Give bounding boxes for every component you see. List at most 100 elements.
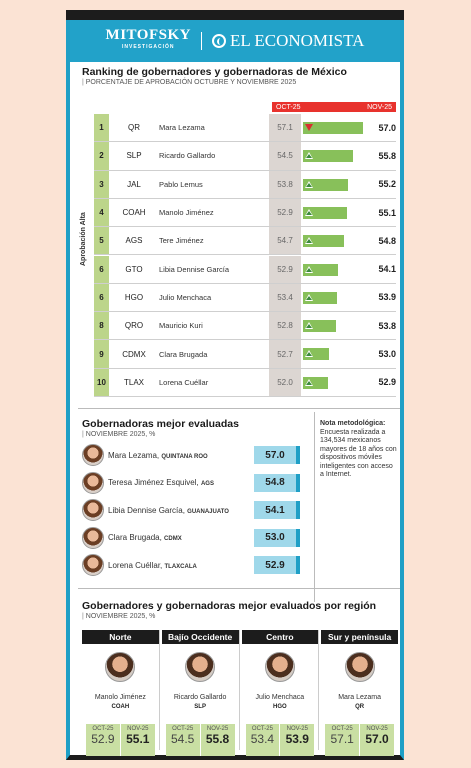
- nov-value: 53.9: [378, 292, 396, 303]
- best-name: Libia Dennise García, GUANAJUATO: [108, 505, 229, 515]
- best-title: Gobernadoras mejor evaluadas: [82, 418, 239, 430]
- table-row: 10 TLAX Lorena Cuéllar 52.0 52.9: [94, 368, 396, 397]
- ranking-subtitle: PORCENTAJE DE APROBACIÓN OCTUBRE Y NOVIE…: [82, 79, 398, 86]
- region-values: OCT-25 53.4 NOV-25 53.9: [245, 724, 315, 756]
- region-values: OCT-25 57.1 NOV-25 57.0: [325, 724, 394, 756]
- region-governor-name: Mara Lezama: [338, 694, 382, 701]
- nov-value: 55.1: [378, 207, 396, 218]
- region-values: OCT-25 54.5 NOV-25 55.8: [165, 724, 235, 756]
- best-name: Clara Brugada, CDMX: [108, 533, 182, 542]
- list-item: Clara Brugada, CDMX 53.0: [82, 526, 300, 549]
- state-cell: JAL: [127, 179, 141, 189]
- bar-cell: 54.1: [301, 256, 396, 283]
- section-divider: [78, 408, 400, 409]
- bar-cell: 53.8: [301, 312, 396, 339]
- oct-value: 52.9: [269, 255, 301, 283]
- note-title: Nota metodológica:: [320, 420, 386, 427]
- top-black-bar: [66, 10, 404, 20]
- best-value: 52.9: [254, 556, 300, 574]
- avatar: [82, 444, 104, 466]
- region-column: Bajío Occidente Ricardo Gallardo SLP OCT-25…: [161, 630, 240, 756]
- bar-cell: 54.8: [301, 227, 396, 254]
- region-header: Centro: [241, 630, 319, 644]
- bar-cell: 57.0: [301, 114, 396, 141]
- bar-cell: 53.0: [301, 340, 396, 367]
- list-item: Libia Dennise García, GUANAJUATO 54.1: [82, 499, 300, 521]
- arrow-up-icon: [305, 180, 313, 188]
- oct-value: 52.9: [269, 198, 301, 227]
- oct-label: OCT-25: [172, 726, 194, 732]
- avatar: [82, 554, 104, 576]
- oct-value: 52.8: [269, 312, 301, 340]
- region-oct-value: 54.5: [171, 732, 195, 746]
- state-cell: SLP: [126, 151, 142, 161]
- governor-name: Ricardo Gallardo: [159, 151, 216, 161]
- regions-section: Gobernadores y gobernadoras mejor evalua…: [82, 600, 398, 756]
- oct-value: 52.7: [269, 340, 301, 368]
- region-state: QR: [355, 704, 365, 710]
- rank-cell: 4: [94, 198, 109, 227]
- governor-name: Pablo Lemus: [159, 179, 203, 189]
- note-text: Encuesta realizada a 134,534 mexicanos m…: [320, 428, 397, 479]
- governor-name: Tere Jiménez: [159, 236, 204, 246]
- nov-value: 54.1: [378, 264, 396, 275]
- region-state: COAH: [111, 704, 130, 710]
- best-subtitle: NOVIEMBRE 2025, %: [82, 431, 312, 438]
- nov-bar: [303, 235, 345, 248]
- region-governor-name: Julio Menchaca: [255, 694, 305, 701]
- arrow-up-icon: [305, 378, 313, 386]
- globe-icon: [211, 34, 226, 48]
- el-economista-logo: EL ECONOMISTA: [211, 31, 364, 51]
- governor-name: Mauricio Kuri: [159, 321, 203, 331]
- arrow-up-icon: [305, 237, 313, 245]
- legend-nov: NOV-25: [367, 103, 392, 111]
- oct-value: 53.4: [269, 283, 301, 312]
- region-oct-value: 52.9: [91, 732, 115, 746]
- region-oct-value: 57.1: [330, 732, 354, 746]
- rank-cell: 1: [94, 114, 109, 142]
- regions-subtitle: NOVIEMBRE 2025, %: [82, 613, 398, 620]
- regions-title: Gobernadores y gobernadoras mejor evalua…: [82, 600, 377, 612]
- table-row: 6 GTO Libia Dennise García 52.9 54.1: [94, 255, 396, 284]
- rank-cell: 6: [94, 255, 109, 283]
- region-column: Centro Julio Menchaca HGO OCT-25 53.4 NOV-25 5…: [241, 630, 320, 756]
- bar-cell: 52.9: [301, 369, 396, 396]
- nov-bar: [303, 122, 364, 134]
- state-cell: COAH: [122, 208, 146, 218]
- infographic-card: MITOFSKY INVESTIGACIÓN EL ECONOMISTA Ran…: [66, 20, 404, 760]
- region-header: Bajío Occidente: [161, 630, 239, 644]
- best-value: 53.0: [254, 528, 300, 547]
- table-row: 3 JAL Pablo Lemus 53.8 55.2: [94, 170, 396, 199]
- region-nov-value: 53.9: [285, 732, 309, 746]
- region-values: OCT-25 52.9 NOV-25 55.1: [86, 724, 155, 756]
- rank-cell: 8: [94, 312, 109, 340]
- list-item: Mara Lezama, QUINTANA ROO 57.0: [82, 444, 300, 466]
- methodology-note: Nota metodológica: Encuesta realizada a …: [320, 420, 398, 480]
- nov-value: 52.9: [378, 377, 396, 388]
- bar-cell: 53.9: [301, 284, 396, 311]
- ranking-section: Ranking de gobernadores y gobernadoras d…: [80, 66, 398, 397]
- rank-cell: 10: [94, 368, 109, 396]
- nov-label: NOV-25: [286, 726, 308, 732]
- rank-cell: 9: [94, 340, 109, 368]
- oct-value: 54.7: [269, 227, 301, 255]
- nov-bar: [303, 178, 348, 191]
- rank-cell: 6: [94, 283, 109, 312]
- governor-name: Clara Brugada: [159, 349, 208, 359]
- state-cell: CDMX: [122, 349, 146, 359]
- mitofsky-logo: MITOFSKY INVESTIGACIÓN: [105, 27, 191, 51]
- oct-value: 53.8: [269, 170, 301, 198]
- nov-value: 54.8: [378, 235, 396, 246]
- region-state: SLP: [194, 704, 206, 710]
- oct-label: OCT-25: [331, 726, 353, 732]
- table-row: 4 COAH Manolo Jiménez 52.9 55.1: [94, 198, 396, 228]
- best-name: Teresa Jiménez Esquivel, AGS: [108, 478, 214, 487]
- arrow-up-icon: [305, 322, 313, 330]
- region-nov-value: 55.1: [126, 732, 150, 746]
- state-cell: AGS: [125, 236, 143, 246]
- region-nov-value: 55.8: [205, 732, 230, 746]
- nov-bar: [303, 206, 347, 219]
- avatar: [264, 652, 295, 682]
- governor-name: Mara Lezama: [159, 123, 205, 133]
- arrow-up-icon: [305, 152, 313, 160]
